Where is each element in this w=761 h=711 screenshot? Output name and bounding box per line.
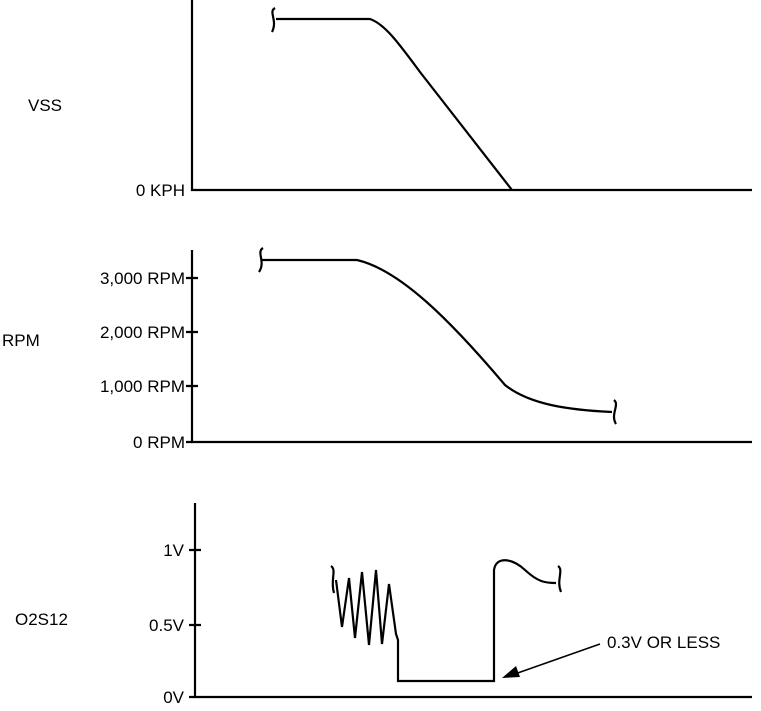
rpm-break-icon [258,247,264,273]
o2s-ticks [189,548,201,699]
o2s-break-icon [330,565,336,594]
vss-label: VSS [28,96,63,115]
vss-curve [276,17,513,191]
arrow-head-icon [502,666,520,678]
vss-axes [190,0,752,192]
o2s-label: O2S12 [15,610,68,629]
o2s-curve [334,559,557,683]
annotation-label: 0.3V OR LESS [607,633,721,652]
rpm-label: RPM [2,331,40,350]
rpm-ticks [186,276,198,444]
rpm-tick-label: 3,000 RPM [99,269,185,288]
rpm-tick-label: 2,000 RPM [99,323,185,342]
rpm-tick-label: 1,000 RPM [99,377,185,396]
annotation-arrow [511,643,601,676]
vss-tick-label: 0 KPH [135,181,185,200]
rpm-curve [262,258,613,414]
o2s-tick-label: 0.5V [149,616,184,635]
rpm-tick-label: 0 RPM [133,433,185,452]
o2s-tick-label: 0V [163,688,184,707]
o2s-break-icon-end [557,565,563,593]
o2s-tick-label: 1V [163,541,184,560]
o2s-axes [193,503,752,699]
rpm-break-icon-end [612,399,618,425]
vss-break-icon [270,7,276,33]
